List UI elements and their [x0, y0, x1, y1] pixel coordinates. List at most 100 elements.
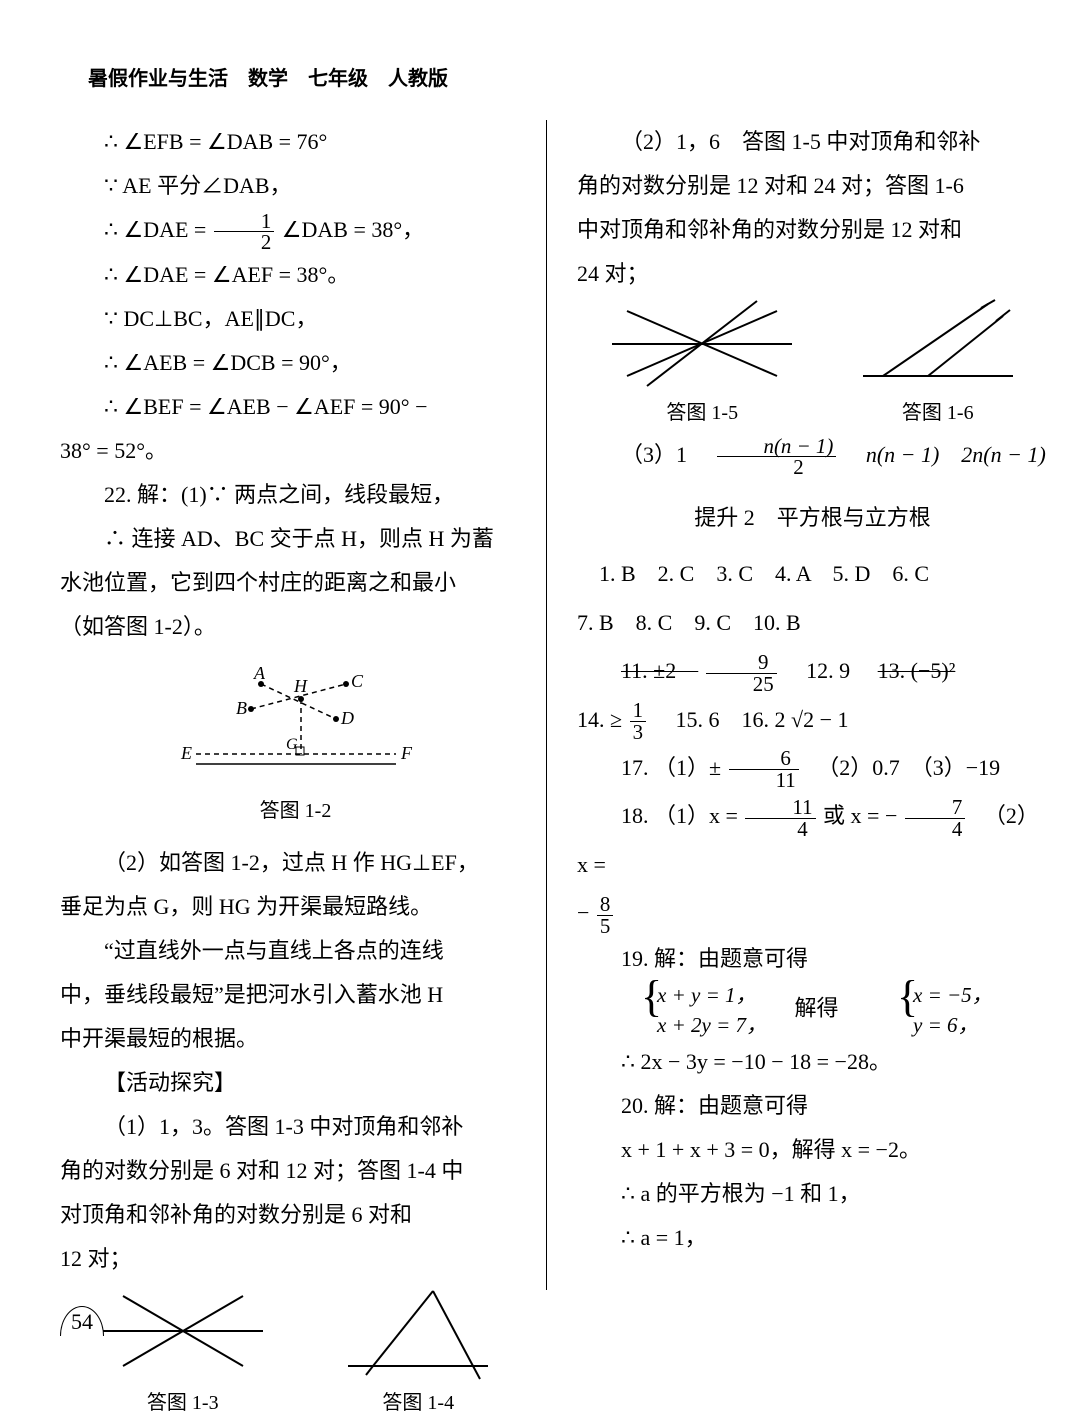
solution-line: 角的对数分别是 6 对和 12 对；答图 1-4 中 [60, 1149, 531, 1193]
denominator: 2 [214, 232, 274, 253]
label-G: G [286, 736, 298, 753]
numerator: 8 [597, 894, 613, 916]
text: − [577, 900, 589, 925]
solution-line: 垂足为点 G，则 HG 为开渠最短路线。 [60, 885, 531, 929]
solution-line: 22. 解：(1)∵ 两点之间，线段最短， [60, 473, 531, 517]
answer-row: − 8 5 [577, 889, 1048, 937]
figure-1-6-svg [853, 296, 1023, 391]
proof-line: ∵ DC⊥BC，AE∥DC， [60, 297, 531, 341]
solution-line: ∴ 连接 AD、BC 交于点 H，则点 H 为蓄 [60, 517, 531, 561]
denominator: 25 [706, 674, 777, 695]
fraction: 6 11 [729, 748, 799, 791]
figure-1-6-caption: 答图 1-6 [853, 393, 1023, 433]
figure-1-5-caption: 答图 1-5 [602, 393, 802, 433]
solution-line: （如答图 1-2）。 [60, 605, 531, 649]
label-C: C [351, 671, 364, 691]
proof-line: ∴ ∠DAE = 1 2 ∠DAB = 38°， [60, 208, 531, 253]
system-row: y = 6， [880, 1011, 993, 1040]
system-row: x + 2y = 7， [624, 1011, 767, 1040]
fraction: 11 4 [745, 797, 815, 840]
proof-line: 38° = 52°。 [60, 429, 531, 473]
text: √2 [791, 707, 814, 732]
page: 暑假作业与生活 数学 七年级 人教版 ∴ ∠EFB = ∠DAB = 76° ∵… [0, 0, 1078, 1360]
answer-row: 14. ≥ 1 3 15. 6 16. 2 √2 − 1 [577, 696, 1048, 744]
figure-1-2-svg: A B C D H E F G [166, 659, 426, 789]
text: 14. ≥ [577, 707, 622, 732]
solution-line: （1）1，3。答图 1-3 中对顶角和邻补 [60, 1105, 531, 1149]
system-row: x + y = 1， [624, 981, 767, 1010]
proof-line: ∵ AE 平分∠DAB， [60, 164, 531, 208]
figure-1-3-caption: 答图 1-3 [93, 1383, 273, 1423]
proof-line: ∴ ∠EFB = ∠DAB = 76° [60, 120, 531, 164]
denominator: 4 [745, 819, 815, 840]
text: 11. ±2 [621, 658, 698, 683]
text: ∠DAB = 38°， [282, 217, 424, 242]
numerator: 11 [745, 797, 815, 819]
text: （3）1 [621, 442, 709, 467]
label-B: B [236, 698, 247, 718]
solution-line: 24 对； [577, 252, 1048, 296]
answer-row: 1. B 2. C 3. C 4. A 5. D 6. C [577, 550, 1048, 598]
system-2: x = −5， y = 6， [866, 981, 993, 1040]
text: n(n − 1) 2n(n − 1) [844, 442, 1046, 467]
page-number: 54 [60, 1309, 104, 1335]
label-A: A [253, 663, 266, 683]
figure-1-4: 答图 1-4 [338, 1281, 498, 1423]
section-label: 【活动探究】 [60, 1061, 531, 1105]
solution-line: 对顶角和邻补角的对数分别是 6 对和 [60, 1193, 531, 1237]
figure-1-5: 答图 1-5 [602, 296, 802, 433]
label-F: F [400, 743, 413, 763]
numerator: 1 [214, 211, 274, 233]
text: 12. 9 [784, 658, 872, 683]
solution-line: （2）1，6 答图 1-5 中对顶角和邻补 [577, 120, 1048, 164]
label-D: D [340, 708, 354, 728]
fraction: n(n − 1) 2 [717, 436, 837, 479]
figure-1-4-svg [338, 1281, 498, 1381]
figure-1-4-caption: 答图 1-4 [338, 1383, 498, 1423]
solution-line: ∴ a 的平方根为 −1 和 1， [577, 1172, 1048, 1216]
numerator: 6 [729, 748, 799, 770]
solution-line: ∴ a = 1， [577, 1216, 1048, 1260]
proof-line: ∴ ∠DAE = ∠AEF = 38°。 [60, 253, 531, 297]
solution-line: （3）1 n(n − 1) 2 n(n − 1) 2n(n − 1) [577, 433, 1048, 478]
section-title: 提升 2 平方根与立方根 [577, 496, 1048, 540]
page-header: 暑假作业与生活 数学 七年级 人教版 [80, 60, 456, 93]
denominator: 2 [717, 457, 837, 478]
solution-line: “过直线外一点与直线上各点的连线 [60, 929, 531, 973]
right-column: （2）1，6 答图 1-5 中对顶角和邻补 角的对数分别是 12 对和 24 对… [567, 120, 1048, 1290]
proof-line: ∴ ∠AEB = ∠DCB = 90°， [60, 341, 531, 385]
solution-line: （2）如答图 1-2，过点 H 作 HG⊥EF， [60, 841, 531, 885]
solution-line: 中开渠最短的根据。 [60, 1017, 531, 1061]
system-1: x + y = 1， x + 2y = 7， [610, 981, 767, 1040]
text: 解得 [772, 996, 860, 1021]
solution-line: 角的对数分别是 12 对和 24 对；答图 1-6 [577, 164, 1048, 208]
page-number-text: 54 [60, 1306, 104, 1336]
denominator: 4 [905, 819, 965, 840]
text: 或 x = − [823, 803, 897, 828]
denominator: 11 [729, 770, 799, 791]
numerator: 9 [706, 652, 777, 674]
content-columns: ∴ ∠EFB = ∠DAB = 76° ∵ AE 平分∠DAB， ∴ ∠DAE … [60, 120, 1048, 1290]
answer-row: 17. （1）± 6 11 （2）0.7 （3）−19 [577, 744, 1048, 792]
figures-1-5-1-6: 答图 1-5 答图 1-6 [577, 296, 1048, 433]
figure-1-2-caption: 答图 1-2 [60, 791, 531, 831]
denominator: 5 [597, 916, 613, 937]
text: 13. (−5)² [878, 658, 956, 683]
system-row: x = −5， [880, 981, 993, 1010]
figure-1-5-svg [602, 296, 802, 391]
equation-system: x + y = 1， x + 2y = 7， 解得 x = −5， y = 6， [577, 981, 1048, 1040]
label-E: E [180, 743, 192, 763]
solution-line: 20. 解：由题意可得 [577, 1084, 1048, 1128]
figure-1-3: 答图 1-3 [93, 1281, 273, 1423]
numerator: 1 [630, 700, 646, 722]
text: 17. （1）± [621, 755, 721, 780]
answers-block: 1. B 2. C 3. C 4. A 5. D 6. C 7. B 8. C … [577, 550, 1048, 937]
numerator: 7 [905, 797, 965, 819]
text: 15. 6 16. 2 [654, 707, 786, 732]
fraction: 8 5 [597, 894, 613, 937]
answer-row: 11. ±2 9 25 12. 9 13. (−5)² [577, 647, 1048, 695]
text: − 1 [820, 707, 849, 732]
solution-line: 中，垂线段最短”是把河水引入蓄水池 H [60, 973, 531, 1017]
solution-line: 12 对； [60, 1237, 531, 1281]
numerator: n(n − 1) [717, 436, 837, 458]
